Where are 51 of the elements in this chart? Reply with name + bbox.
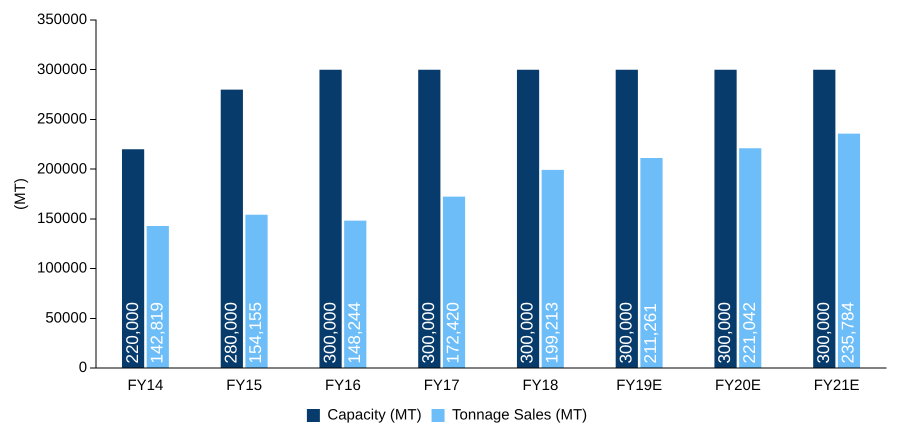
bar xyxy=(542,170,564,368)
x-tick-label: FY21E xyxy=(814,377,860,394)
data-label: 221,042 xyxy=(740,302,759,364)
bar xyxy=(245,214,268,368)
data-label: 300,000 xyxy=(715,302,734,364)
data-label: 220,000 xyxy=(122,302,142,364)
y-axis-title: (MT) xyxy=(12,178,30,210)
bar xyxy=(442,196,466,368)
bar xyxy=(616,70,638,368)
x-tick-label: FY17 xyxy=(424,377,460,394)
data-label: 300,000 xyxy=(814,302,833,364)
data-label: 280,000 xyxy=(222,302,241,364)
data-label: 300,000 xyxy=(616,302,636,364)
bar xyxy=(220,90,243,368)
y-tick-label: 200000 xyxy=(36,160,88,178)
y-tick-label: 0 xyxy=(78,359,88,376)
data-label: 199,213 xyxy=(542,302,562,364)
y-tick-label: 50000 xyxy=(45,309,88,326)
y-tick-label: 350000 xyxy=(36,11,88,28)
bar xyxy=(319,70,342,368)
x-tick-label: FY14 xyxy=(127,377,164,394)
data-label: 172,420 xyxy=(444,302,463,364)
x-tick-label: FY18 xyxy=(522,377,558,394)
data-label: 142,819 xyxy=(147,302,166,364)
x-tick-label: FY20E xyxy=(714,377,761,394)
bar xyxy=(418,70,440,368)
bar xyxy=(813,70,836,368)
bar xyxy=(344,220,366,368)
y-tick-label: 150000 xyxy=(36,210,88,227)
y-tick-label: 250000 xyxy=(36,110,88,128)
x-tick-label: FY19E xyxy=(616,377,662,394)
bar xyxy=(838,134,860,368)
data-label: 154,155 xyxy=(246,302,266,364)
x-tick-label: FY16 xyxy=(324,377,361,394)
bar xyxy=(122,149,144,368)
y-tick-label: 100000 xyxy=(36,260,88,277)
bar xyxy=(516,70,540,368)
legend-label: Capacity (MT) xyxy=(327,406,422,424)
y-tick-label: 300000 xyxy=(36,60,88,78)
data-label: 300,000 xyxy=(518,302,537,364)
legend-label: Tonnage Sales (MT) xyxy=(452,406,588,424)
bar xyxy=(640,158,663,368)
bar xyxy=(146,226,169,368)
data-label: 211,261 xyxy=(641,303,660,364)
bar xyxy=(739,148,762,368)
data-label: 235,784 xyxy=(838,302,858,364)
data-label: 148,244 xyxy=(344,302,364,364)
data-label: 300,000 xyxy=(419,302,438,364)
bar xyxy=(714,70,737,368)
x-tick-label: FY15 xyxy=(226,377,262,394)
data-label: 300,000 xyxy=(320,302,340,364)
